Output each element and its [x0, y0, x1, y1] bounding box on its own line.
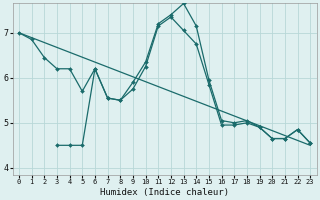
X-axis label: Humidex (Indice chaleur): Humidex (Indice chaleur) — [100, 188, 229, 197]
